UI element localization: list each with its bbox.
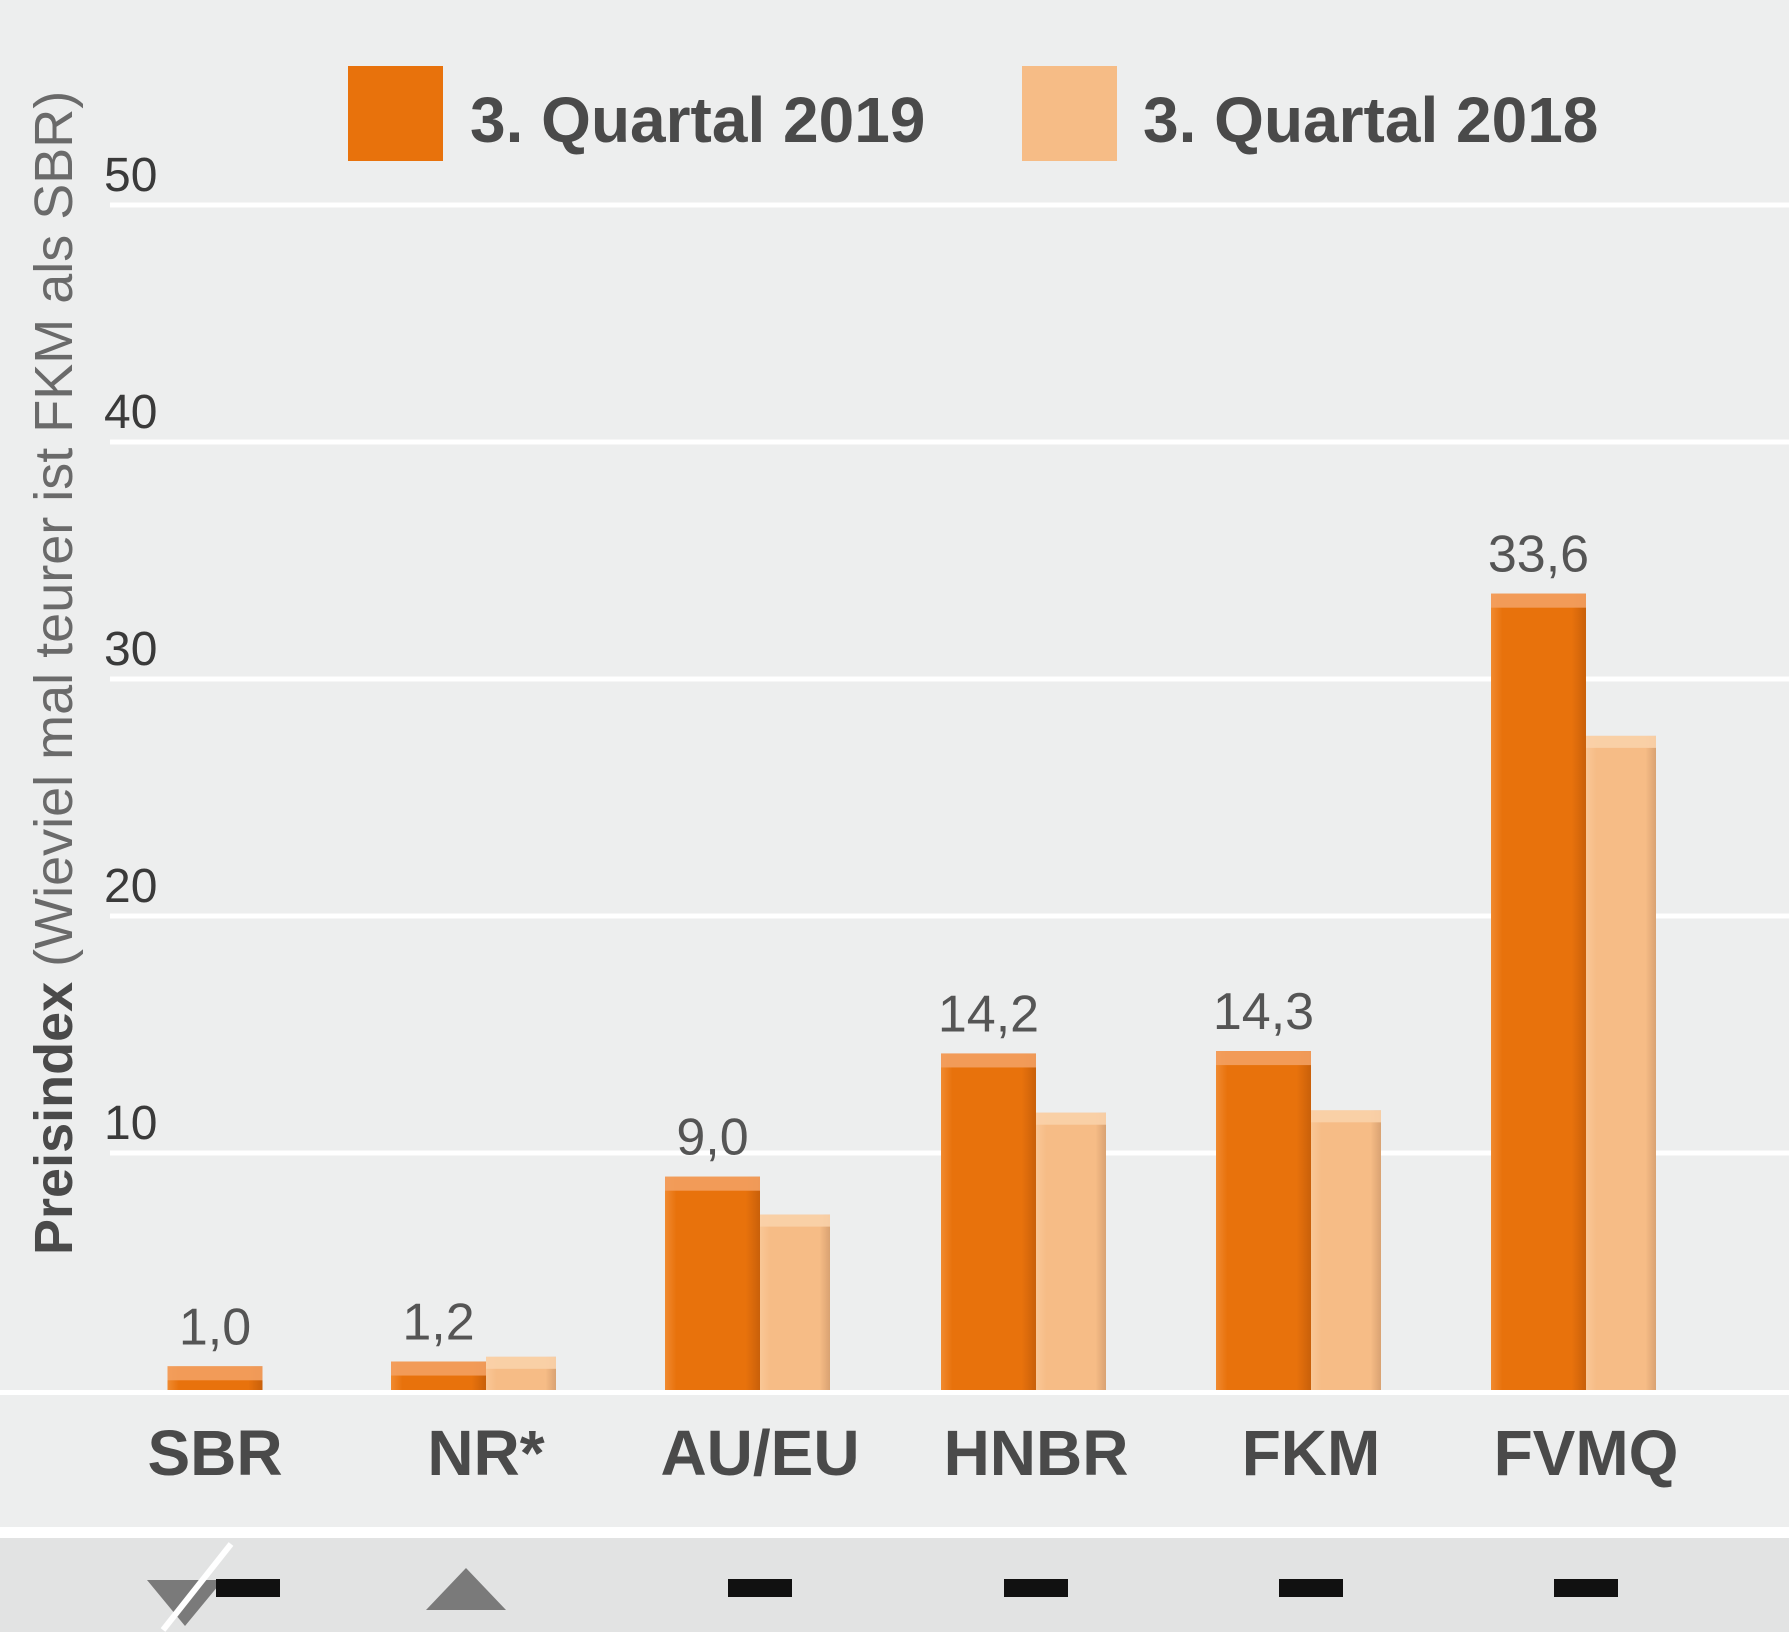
y-tick-label-30: 30 <box>104 623 157 676</box>
category-label-sbr: SBR <box>147 1417 282 1489</box>
trend-neutral-dash-fvmq <box>1554 1579 1618 1597</box>
bar-2018-top-hnbr <box>1036 1112 1106 1125</box>
bar-2018-fvmq <box>1586 735 1656 1390</box>
plot-background <box>0 0 1789 1392</box>
trend-slash-sbr <box>160 1542 234 1632</box>
category-label-fkm: FKM <box>1242 1417 1381 1489</box>
gridline-30 <box>110 676 1789 682</box>
data-label-hnbr: 14,2 <box>938 985 1039 1043</box>
bar-2019-fvmq <box>1491 593 1586 1390</box>
trend-up-triangle-nr <box>426 1568 506 1610</box>
data-label-sbr: 1,0 <box>179 1298 251 1356</box>
bar-2019-fkm <box>1216 1051 1311 1390</box>
trend-band-background <box>0 1538 1789 1632</box>
bar-2018-hnbr <box>1036 1112 1106 1390</box>
bar-2019-aueu <box>665 1176 760 1390</box>
bar-2019-top-sbr <box>167 1366 263 1381</box>
data-label-fvmq: 33,6 <box>1488 526 1589 584</box>
data-label-fkm: 14,3 <box>1213 983 1314 1041</box>
y-tick-label-10: 10 <box>104 1097 157 1150</box>
y-axis-label: Preisindex (Wieviel mal teurer ist FKM a… <box>24 91 84 1255</box>
trend-neutral-dash-sbr <box>216 1579 280 1597</box>
bar-2018-top-nr <box>486 1356 556 1369</box>
gridline-50 <box>110 202 1789 208</box>
bar-2018-top-fkm <box>1311 1110 1381 1123</box>
bar-2018-top-aueu <box>760 1214 830 1227</box>
gridline-20 <box>110 913 1789 919</box>
y-axis-label-rest: (Wieviel mal teurer ist FKM als SBR) <box>24 91 84 982</box>
gridline-40 <box>110 439 1789 445</box>
bar-2019-top-aueu <box>665 1176 760 1191</box>
legend-swatch-2018 <box>1022 66 1117 161</box>
y-tick-label-40: 40 <box>104 386 157 439</box>
trend-neutral-dash-fkm <box>1279 1579 1343 1597</box>
y-tick-label-20: 20 <box>104 860 157 913</box>
category-band-background <box>0 1395 1789 1527</box>
bar-2019-top-fvmq <box>1491 593 1586 608</box>
category-label-hnbr: HNBR <box>944 1417 1129 1489</box>
data-label-nr: 1,2 <box>402 1294 474 1352</box>
legend-label-2018: 3. Quartal 2018 <box>1143 84 1598 156</box>
data-label-aueu: 9,0 <box>676 1109 748 1167</box>
legend-swatch-2019 <box>348 66 443 161</box>
bar-2019-top-nr <box>391 1361 486 1376</box>
trend-neutral-dash-aueu <box>728 1579 792 1597</box>
trend-neutral-dash-hnbr <box>1004 1579 1068 1597</box>
legend-label-2019: 3. Quartal 2019 <box>470 84 925 156</box>
bar-2019-hnbr <box>941 1053 1036 1390</box>
bar-2019-top-fkm <box>1216 1051 1311 1066</box>
category-label-fvmq: FVMQ <box>1494 1417 1679 1489</box>
y-axis-label-bold: Preisindex <box>24 982 84 1255</box>
bar-2018-fkm <box>1311 1110 1381 1390</box>
bar-2018-aueu <box>760 1214 830 1390</box>
x-axis-baseline <box>0 1390 1789 1395</box>
y-tick-label-50: 50 <box>104 149 157 202</box>
bar-2018-top-fvmq <box>1586 735 1656 748</box>
category-label-nr: NR* <box>427 1417 544 1489</box>
category-label-aueu: AU/EU <box>660 1417 859 1489</box>
bar-2019-top-hnbr <box>941 1053 1036 1068</box>
